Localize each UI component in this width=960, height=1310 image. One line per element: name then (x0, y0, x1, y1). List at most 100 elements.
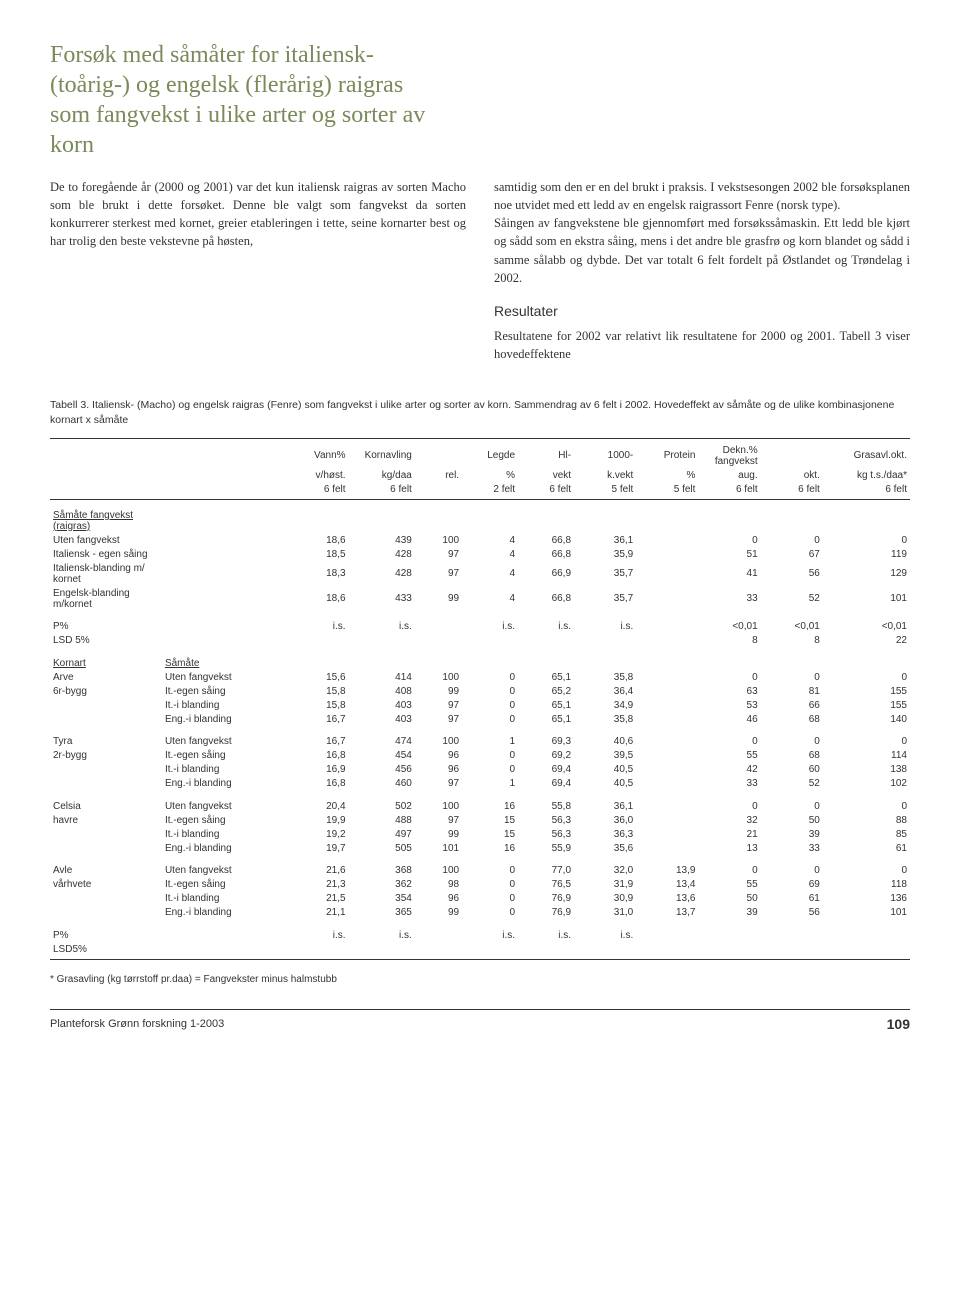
table-cell (698, 920, 760, 943)
table-cell (636, 841, 698, 855)
table-header-cell: 6 felt (518, 482, 574, 499)
table-cell: 18,5 (286, 547, 348, 561)
table-cell: 114 (823, 749, 910, 763)
table-cell: i.s. (574, 611, 636, 634)
table-cell: i.s. (518, 920, 574, 943)
table-cell: Uten fangvekst (162, 855, 286, 878)
table-cell: 15,6 (286, 670, 348, 684)
table-cell (50, 698, 162, 712)
table-cell (462, 648, 518, 671)
column-right: samtidig som den er en del brukt i praks… (494, 178, 910, 363)
table-cell: 0 (462, 712, 518, 726)
table-cell: 0 (462, 855, 518, 878)
table-cell: 100 (415, 855, 462, 878)
table-cell (636, 634, 698, 648)
table-cell: 53 (698, 698, 760, 712)
table-header-cell (162, 482, 286, 499)
table-cell: Celsia (50, 791, 162, 814)
table-cell: 99 (415, 684, 462, 698)
table-header-cell: okt. (761, 468, 823, 482)
table-cell: 0 (698, 791, 760, 814)
table-cell: 33 (698, 777, 760, 791)
table-header-cell: 5 felt (574, 482, 636, 499)
table-cell: 0 (761, 533, 823, 547)
table-cell: 20,4 (286, 791, 348, 814)
table-cell: Uten fangvekst (50, 533, 162, 547)
table-cell (636, 726, 698, 749)
table-cell: 65,1 (518, 712, 574, 726)
table-cell (636, 533, 698, 547)
table-cell (162, 920, 286, 943)
table-cell: 100 (415, 533, 462, 547)
table-cell (518, 634, 574, 648)
table-cell (50, 906, 162, 920)
table-cell: 97 (415, 712, 462, 726)
table-cell: 39 (698, 906, 760, 920)
table-cell: 97 (415, 777, 462, 791)
table-cell: 0 (698, 855, 760, 878)
table-cell: 41 (698, 561, 760, 586)
table-cell: 0 (823, 791, 910, 814)
table-header-cell: 2 felt (462, 482, 518, 499)
table-cell (162, 499, 286, 533)
table-cell: 16,8 (286, 777, 348, 791)
table-header-cell: Protein (636, 438, 698, 468)
table-cell: 61 (823, 841, 910, 855)
table-cell: 21,5 (286, 892, 348, 906)
table-cell: 16,8 (286, 749, 348, 763)
table-cell: 13 (698, 841, 760, 855)
table-cell (698, 648, 760, 671)
table-cell: 21,6 (286, 855, 348, 878)
table-cell: 2r-bygg (50, 749, 162, 763)
table-cell: 56 (761, 906, 823, 920)
table-cell: 69,4 (518, 763, 574, 777)
body-columns: De to foregående år (2000 og 2001) var d… (50, 178, 910, 363)
table-header-cell (50, 468, 162, 482)
table-cell: Uten fangvekst (162, 791, 286, 814)
table-cell: Eng.-i blanding (162, 777, 286, 791)
table-cell: 76,9 (518, 906, 574, 920)
table-header-cell (415, 438, 462, 468)
table-cell: 69 (761, 878, 823, 892)
table-cell: 33 (698, 586, 760, 611)
table-header-cell: aug. (698, 468, 760, 482)
table-cell (636, 813, 698, 827)
table-cell (636, 763, 698, 777)
table-cell: 36,0 (574, 813, 636, 827)
table-cell (462, 942, 518, 959)
table-cell (162, 942, 286, 959)
table-cell: 4 (462, 547, 518, 561)
table-cell: 35,8 (574, 670, 636, 684)
table-cell: 439 (349, 533, 415, 547)
table-cell: 18,6 (286, 586, 348, 611)
table-cell: It.-egen såing (162, 684, 286, 698)
table-cell: 67 (761, 547, 823, 561)
table-cell: 35,7 (574, 561, 636, 586)
table-cell: 98 (415, 878, 462, 892)
table-cell (415, 942, 462, 959)
body-left: De to foregående år (2000 og 2001) var d… (50, 180, 466, 248)
table-cell: i.s. (462, 611, 518, 634)
table-cell (50, 712, 162, 726)
table-cell (636, 827, 698, 841)
table-cell: It.-i blanding (162, 698, 286, 712)
table-cell (574, 634, 636, 648)
table-cell (698, 499, 760, 533)
table-cell (823, 920, 910, 943)
table-cell (50, 827, 162, 841)
table-cell: 16,7 (286, 712, 348, 726)
table-cell: 414 (349, 670, 415, 684)
table-cell: 66,8 (518, 533, 574, 547)
table-header-cell: vekt (518, 468, 574, 482)
table-header-cell: 6 felt (349, 482, 415, 499)
table-cell (462, 634, 518, 648)
table-cell: 96 (415, 763, 462, 777)
table-cell: 35,9 (574, 547, 636, 561)
table-cell (636, 749, 698, 763)
table-cell: Italiensk - egen såing (50, 547, 162, 561)
table-cell: 119 (823, 547, 910, 561)
table-cell: 88 (823, 813, 910, 827)
table-cell: 66,9 (518, 561, 574, 586)
table-cell (162, 561, 286, 586)
table-cell: i.s. (574, 920, 636, 943)
